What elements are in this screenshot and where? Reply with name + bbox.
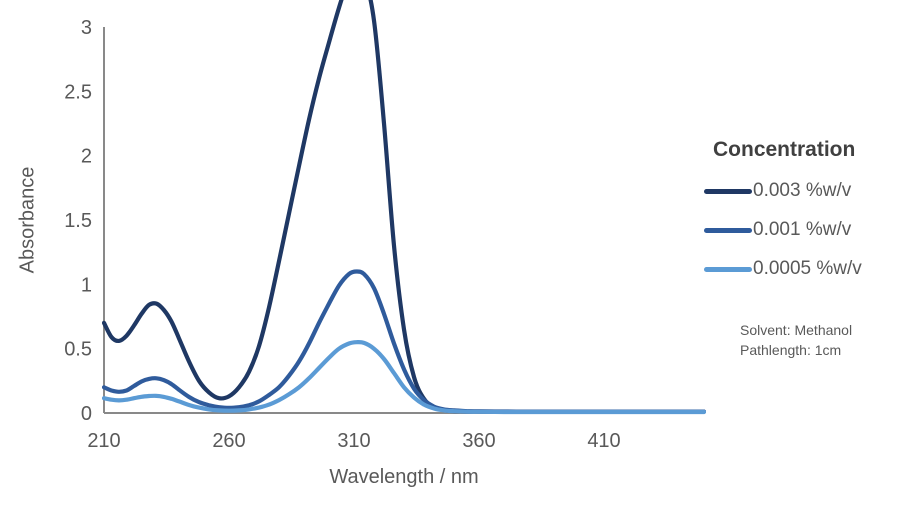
y-tick-label: 2.5 — [64, 81, 92, 103]
y-tick-label: 3 — [81, 17, 92, 39]
legend-label: 0.001 %w/v — [753, 219, 852, 240]
y-axis-title: Absorbance — [16, 166, 39, 274]
series-line-0-003-w-v — [102, 0, 706, 414]
legend-title: Concentration — [713, 138, 856, 161]
legend-line-swatch-medium-blue — [704, 227, 752, 233]
x-tick-label: 260 — [212, 430, 245, 452]
x-tick-label: 310 — [337, 430, 370, 452]
y-tick-label: 1 — [81, 274, 92, 296]
legend-item-0001: 0.001 %w/v — [704, 217, 903, 243]
x-tick-label: 210 — [87, 430, 120, 452]
x-tick-label: 410 — [587, 430, 620, 452]
legend-label: 0.003 %w/v — [753, 180, 852, 201]
y-tick-label: 1.5 — [64, 210, 92, 232]
legend-label: 0.0005 %w/v — [753, 258, 862, 279]
annotation-block: Solvent: Methanol Pathlength: 1cm — [740, 320, 852, 360]
legend: Concentration 0.003 %w/v 0.001 %w/v 0.00… — [704, 138, 903, 295]
x-tick-label: 360 — [462, 430, 495, 452]
y-tick-label: 0 — [81, 403, 92, 425]
annotation-solvent: Solvent: Methanol — [740, 322, 853, 338]
y-tick-label: 2 — [81, 146, 92, 168]
series-line-0-0005-w-v — [102, 339, 706, 415]
y-tick-label: 0.5 — [64, 339, 92, 361]
annotation-pathlength: Pathlength: 1cm — [740, 342, 842, 358]
legend-line-swatch-dark-navy — [704, 188, 752, 194]
x-axis-title: Wavelength / nm — [329, 466, 479, 488]
legend-item-0003: 0.003 %w/v — [704, 178, 903, 204]
legend-item-00005: 0.0005 %w/v — [704, 256, 903, 282]
legend-line-swatch-light-blue — [704, 266, 752, 272]
